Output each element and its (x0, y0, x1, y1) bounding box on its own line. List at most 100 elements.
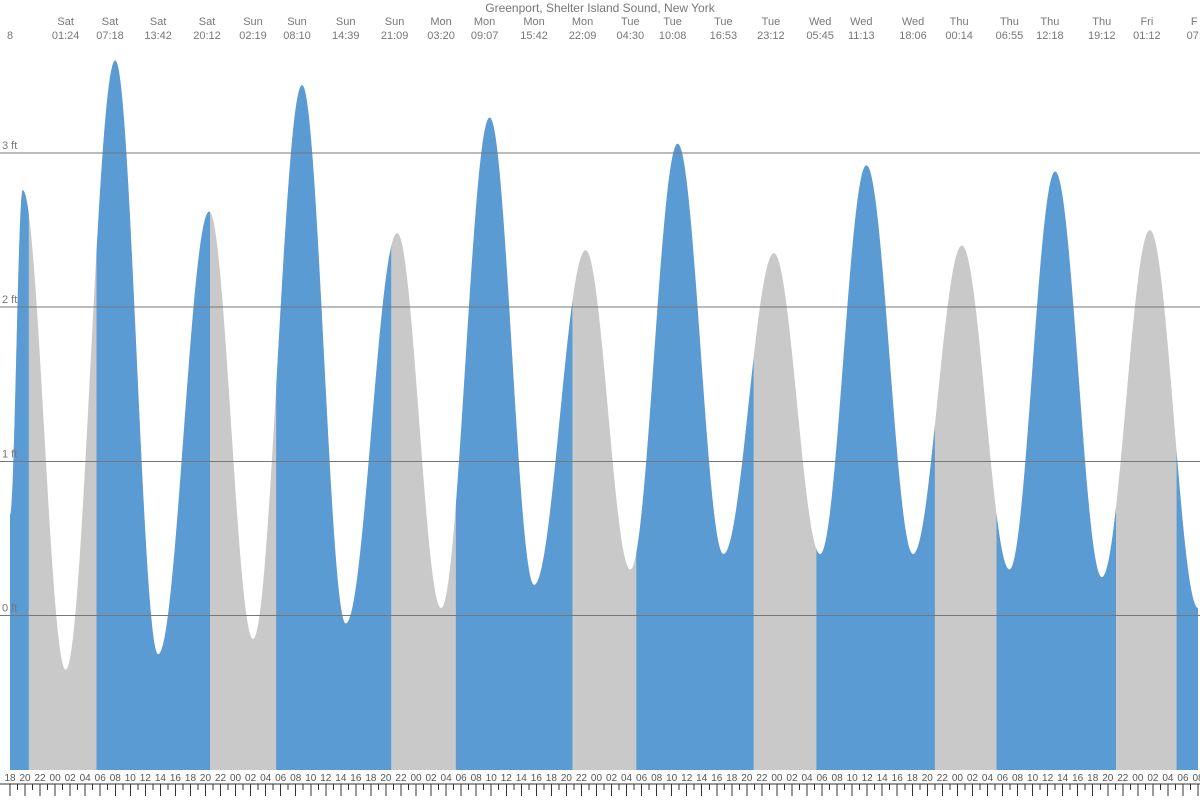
svg-text:08: 08 (471, 773, 483, 784)
svg-text:Mon: Mon (474, 16, 495, 28)
svg-text:08: 08 (651, 773, 663, 784)
svg-text:Mon: Mon (572, 16, 593, 28)
svg-text:06: 06 (456, 773, 468, 784)
svg-text:18: 18 (726, 773, 738, 784)
svg-text:04: 04 (621, 773, 633, 784)
svg-text:08:10: 08:10 (283, 30, 311, 42)
svg-text:11:13: 11:13 (848, 30, 875, 42)
svg-text:14: 14 (516, 773, 528, 784)
svg-text:02: 02 (967, 773, 979, 784)
svg-text:04: 04 (982, 773, 994, 784)
svg-text:14:39: 14:39 (332, 30, 360, 42)
svg-text:10:08: 10:08 (659, 30, 687, 42)
svg-text:Mon: Mon (430, 16, 451, 28)
svg-text:00:14: 00:14 (945, 30, 973, 42)
svg-text:Sun: Sun (287, 16, 307, 28)
svg-text:Fri: Fri (1140, 16, 1153, 28)
svg-text:02: 02 (786, 773, 798, 784)
svg-text:12: 12 (862, 773, 874, 784)
svg-text:Tue: Tue (621, 16, 640, 28)
svg-text:14: 14 (155, 773, 167, 784)
svg-text:12: 12 (140, 773, 152, 784)
svg-text:22: 22 (756, 773, 768, 784)
svg-text:10: 10 (486, 773, 498, 784)
svg-text:Thu: Thu (1000, 16, 1019, 28)
svg-text:8: 8 (7, 30, 13, 42)
svg-text:10: 10 (1027, 773, 1039, 784)
svg-text:Tue: Tue (762, 16, 781, 28)
svg-text:04: 04 (260, 773, 272, 784)
svg-text:Sun: Sun (385, 16, 405, 28)
svg-text:04: 04 (80, 773, 92, 784)
svg-text:22: 22 (35, 773, 47, 784)
svg-text:18: 18 (4, 773, 16, 784)
svg-text:07:: 07: (1187, 30, 1200, 42)
svg-text:Sat: Sat (102, 16, 119, 28)
svg-text:02: 02 (1147, 773, 1159, 784)
svg-text:16: 16 (1072, 773, 1084, 784)
svg-text:14: 14 (696, 773, 708, 784)
svg-text:16: 16 (892, 773, 904, 784)
svg-text:03:20: 03:20 (427, 30, 455, 42)
svg-text:20: 20 (200, 773, 212, 784)
svg-text:02: 02 (245, 773, 257, 784)
svg-text:01:12: 01:12 (1133, 30, 1161, 42)
chart-title: Greenport, Shelter Island Sound, New Yor… (485, 1, 715, 15)
svg-text:16:53: 16:53 (710, 30, 738, 42)
svg-text:22: 22 (215, 773, 227, 784)
svg-text:Tue: Tue (714, 16, 733, 28)
svg-text:04: 04 (1162, 773, 1174, 784)
svg-text:18: 18 (1087, 773, 1099, 784)
svg-text:02: 02 (65, 773, 77, 784)
svg-text:05:45: 05:45 (806, 30, 834, 42)
svg-text:01:24: 01:24 (52, 30, 80, 42)
svg-text:Thu: Thu (950, 16, 969, 28)
svg-text:14: 14 (335, 773, 347, 784)
svg-text:20: 20 (561, 773, 573, 784)
svg-text:16: 16 (711, 773, 723, 784)
svg-text:06: 06 (95, 773, 107, 784)
y-axis-label: 2 ft (2, 294, 17, 306)
svg-text:22: 22 (1117, 773, 1129, 784)
svg-text:06:55: 06:55 (996, 30, 1024, 42)
svg-text:Wed: Wed (809, 16, 831, 28)
svg-text:04: 04 (801, 773, 813, 784)
y-axis-label: 1 ft (2, 448, 17, 460)
svg-text:08: 08 (290, 773, 302, 784)
svg-text:Thu: Thu (1040, 16, 1059, 28)
svg-text:12:18: 12:18 (1036, 30, 1064, 42)
svg-text:19:12: 19:12 (1088, 30, 1116, 42)
svg-text:10: 10 (666, 773, 678, 784)
y-axis-label: 3 ft (2, 140, 17, 152)
svg-text:12: 12 (320, 773, 332, 784)
svg-text:Sat: Sat (150, 16, 167, 28)
svg-text:00: 00 (591, 773, 603, 784)
y-axis-label: 0 ft (2, 603, 17, 615)
svg-text:06: 06 (275, 773, 287, 784)
svg-text:18:06: 18:06 (899, 30, 927, 42)
svg-text:00: 00 (50, 773, 62, 784)
svg-text:20: 20 (19, 773, 31, 784)
svg-text:Thu: Thu (1092, 16, 1111, 28)
svg-text:10: 10 (847, 773, 859, 784)
svg-text:14: 14 (1057, 773, 1069, 784)
svg-text:00: 00 (230, 773, 242, 784)
svg-text:22:09: 22:09 (569, 30, 597, 42)
svg-text:02: 02 (426, 773, 438, 784)
svg-text:04:30: 04:30 (617, 30, 645, 42)
svg-text:18: 18 (365, 773, 377, 784)
svg-text:Tue: Tue (663, 16, 682, 28)
svg-text:20: 20 (380, 773, 392, 784)
svg-text:06: 06 (636, 773, 648, 784)
svg-text:22: 22 (576, 773, 588, 784)
svg-text:06: 06 (997, 773, 1009, 784)
svg-text:16: 16 (350, 773, 362, 784)
svg-text:00: 00 (952, 773, 964, 784)
svg-text:14: 14 (877, 773, 889, 784)
svg-text:10: 10 (305, 773, 317, 784)
svg-text:02:19: 02:19 (239, 30, 267, 42)
svg-text:12: 12 (501, 773, 513, 784)
tide-chart: 0 ft 1 ft 2 ft 3 ft Greenport, Shelter Islan… (0, 0, 1200, 800)
svg-text:20: 20 (922, 773, 934, 784)
svg-text:08: 08 (832, 773, 844, 784)
